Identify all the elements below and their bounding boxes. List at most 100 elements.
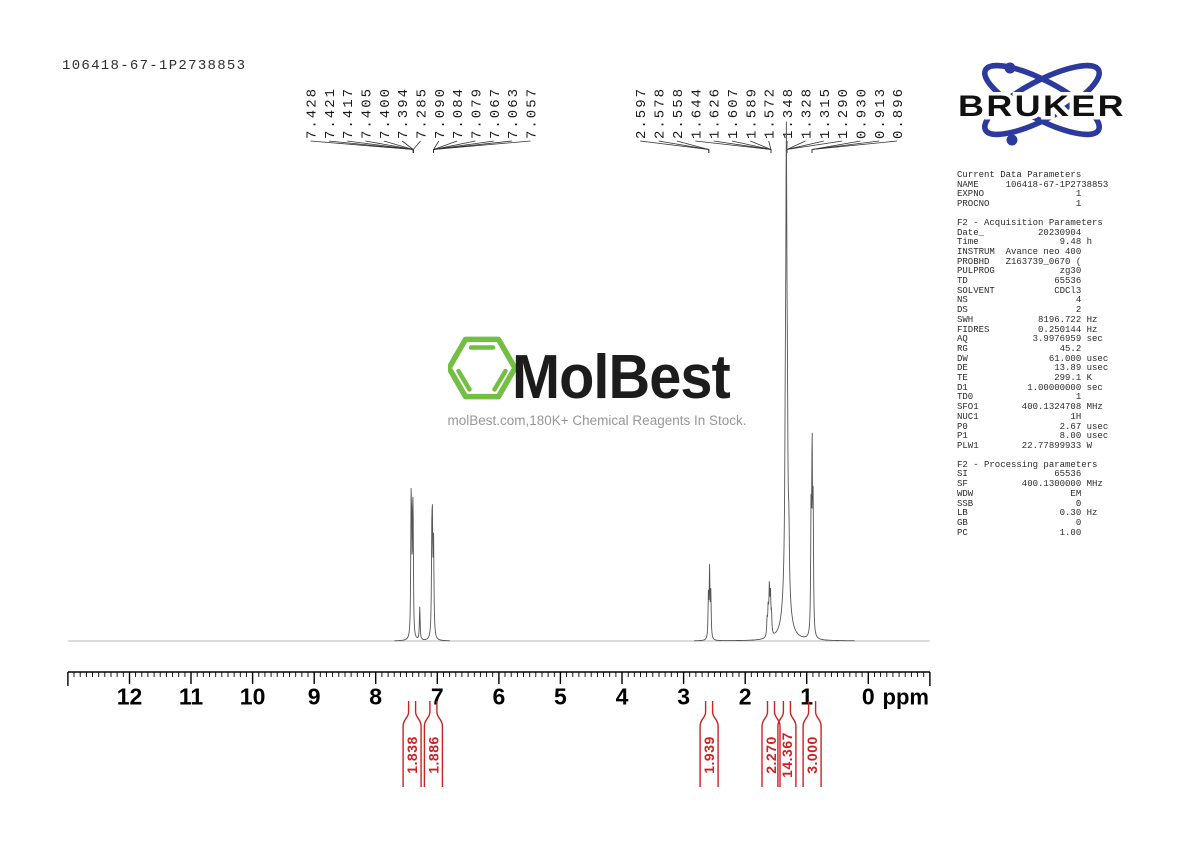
bruker-wordmark: BRUKER [958, 90, 1126, 123]
x-axis: 12 11 10 9 8 7 6 5 4 3 2 1 0 ppm [67, 671, 931, 710]
param-line: TE 299.1 K [957, 373, 1093, 384]
param-line: PROCNO 1 [957, 199, 1082, 210]
param-line: LB 0.30 Hz [957, 508, 1098, 519]
integral-bracket [699, 701, 707, 787]
integral-bracket [761, 701, 769, 787]
param-section-title: Current Data Parameters [957, 170, 1082, 180]
param-line: TD0 1 [957, 392, 1082, 403]
chemical-shift-label: 7.394 [396, 87, 412, 139]
axis-tick-label: 4 [616, 684, 629, 710]
chemical-shift-label: 1.644 [689, 87, 705, 139]
integral-bracket [777, 701, 785, 787]
chemical-shift-label: 7.079 [470, 87, 486, 139]
axis-tick-label: 2 [739, 684, 752, 710]
shift-label-pointer [811, 140, 898, 153]
integral-bracket [802, 701, 810, 787]
molbest-hexagon-icon [448, 336, 518, 400]
param-line: WDW EM [957, 488, 1082, 499]
chemical-shift-label: 1.589 [744, 87, 760, 139]
param-section-title: F2 - Acquisition Parameters [957, 217, 1103, 228]
axis-tick-label: 7 [431, 684, 444, 710]
integral-bracket [414, 701, 422, 787]
molbest-wordmark: MolBest [512, 343, 731, 412]
shift-label-pointer [768, 140, 772, 153]
watermark-tagline: molBest.com,180K+ Chemical Reagents In S… [447, 413, 747, 428]
param-line: SSB 0 [957, 498, 1082, 509]
axis-tick-label: 10 [240, 684, 266, 710]
param-line: AQ 3.9976959 sec [957, 334, 1103, 345]
chemical-shift-label: 0.913 [873, 87, 889, 139]
param-line: SWH 8196.722 Hz [957, 314, 1098, 325]
param-line: RG 45.2 [957, 343, 1082, 354]
param-line: Date_ 20230904 [957, 227, 1082, 238]
chemical-shift-label: 7.285 [415, 87, 431, 139]
chemical-shift-label: 1.290 [836, 87, 852, 139]
chemical-shift-label: 0.930 [855, 87, 871, 139]
axis-tick-label: 12 [117, 684, 143, 710]
chemical-shift-label: 7.400 [378, 87, 394, 139]
param-line: GB 0 [957, 517, 1082, 528]
integral-value: 1.838 [404, 736, 420, 774]
axis-tick-label: 11 [179, 684, 204, 710]
chemical-shift-label: 1.328 [799, 87, 815, 139]
param-line: TD 65536 [957, 276, 1082, 287]
chemical-shift-label: 7.063 [506, 87, 522, 139]
param-line: FIDRES 0.250144 Hz [957, 324, 1098, 335]
chemical-shift-label: 7.067 [488, 87, 504, 139]
param-line: NAME 106418-67-1P2738853 [957, 179, 1109, 190]
chemical-shift-label: 7.417 [341, 87, 357, 139]
integral-bracket [789, 701, 797, 787]
axis-tick-label: 5 [554, 684, 567, 710]
param-line: DS 2 [957, 305, 1082, 316]
chemical-shift-label: 1.315 [818, 87, 834, 139]
param-line: P0 2.67 usec [957, 421, 1109, 432]
param-section-title: F2 - Processing parameters [957, 459, 1098, 470]
param-line: D1 1.00000000 sec [957, 382, 1103, 393]
shift-label-pointer [412, 140, 421, 153]
integral-value: 14.367 [779, 732, 795, 778]
integral-bracket [436, 701, 444, 787]
param-line: PULPROG zg30 [957, 266, 1082, 277]
chemical-shift-label: 1.572 [763, 87, 779, 139]
param-line: SI 65536 [957, 469, 1082, 480]
param-line: DW 61.000 usec [957, 353, 1109, 364]
chemical-shift-label: 7.405 [360, 87, 376, 139]
shift-label-pointer [676, 140, 710, 153]
integral-bracket [711, 701, 719, 787]
param-line: NS 4 [957, 295, 1082, 306]
axis-tick-label: 0 [862, 684, 875, 710]
axis-tick-label: 8 [369, 684, 382, 710]
bruker-logo: BRUKER [955, 62, 1128, 146]
param-line: INSTRUM Avance neo 400 [957, 246, 1082, 257]
integral-value: 2.270 [763, 736, 779, 774]
param-line: PC 1.00 [957, 527, 1082, 538]
integral-bracket [773, 701, 781, 787]
chemical-shift-label: 2.558 [671, 87, 687, 139]
axis-tick-label: 1 [800, 684, 813, 710]
chemical-shift-label: 7.084 [451, 87, 467, 139]
parameters-panel: Current Data Parameters NAME 106418-67-1P… [957, 170, 1182, 538]
param-line: SFO1 400.1324708 MHz [957, 402, 1103, 413]
chemical-shift-label: 1.607 [726, 87, 742, 139]
param-line: NUC1 1H [957, 411, 1082, 422]
chemical-shift-label: 7.057 [525, 87, 541, 139]
param-line: PLW1 22.77899933 W [957, 440, 1093, 451]
axis-tick-label: 3 [677, 684, 690, 710]
axis-unit-label: ppm [883, 685, 929, 710]
param-line: DE 13.89 usec [957, 363, 1109, 374]
integral-bracket [423, 701, 431, 787]
sample-id: 106418-67-1P2738853 [62, 58, 247, 74]
axis-tick-label: 9 [308, 684, 321, 710]
chemical-shift-label: 7.428 [305, 87, 321, 139]
integral-bracket [402, 701, 410, 787]
chemical-shift-label: 1.348 [781, 87, 797, 139]
shift-label-pointer [433, 140, 531, 153]
chemical-shift-label: 7.421 [323, 87, 339, 139]
param-line: P1 8.00 usec [957, 431, 1109, 442]
integral-value: 1.939 [701, 736, 717, 774]
chemical-shift-label: 1.626 [708, 87, 724, 139]
shift-label-pointer [713, 140, 772, 153]
spectrum-path [394, 121, 855, 642]
chemical-shift-label: 0.896 [891, 87, 907, 139]
